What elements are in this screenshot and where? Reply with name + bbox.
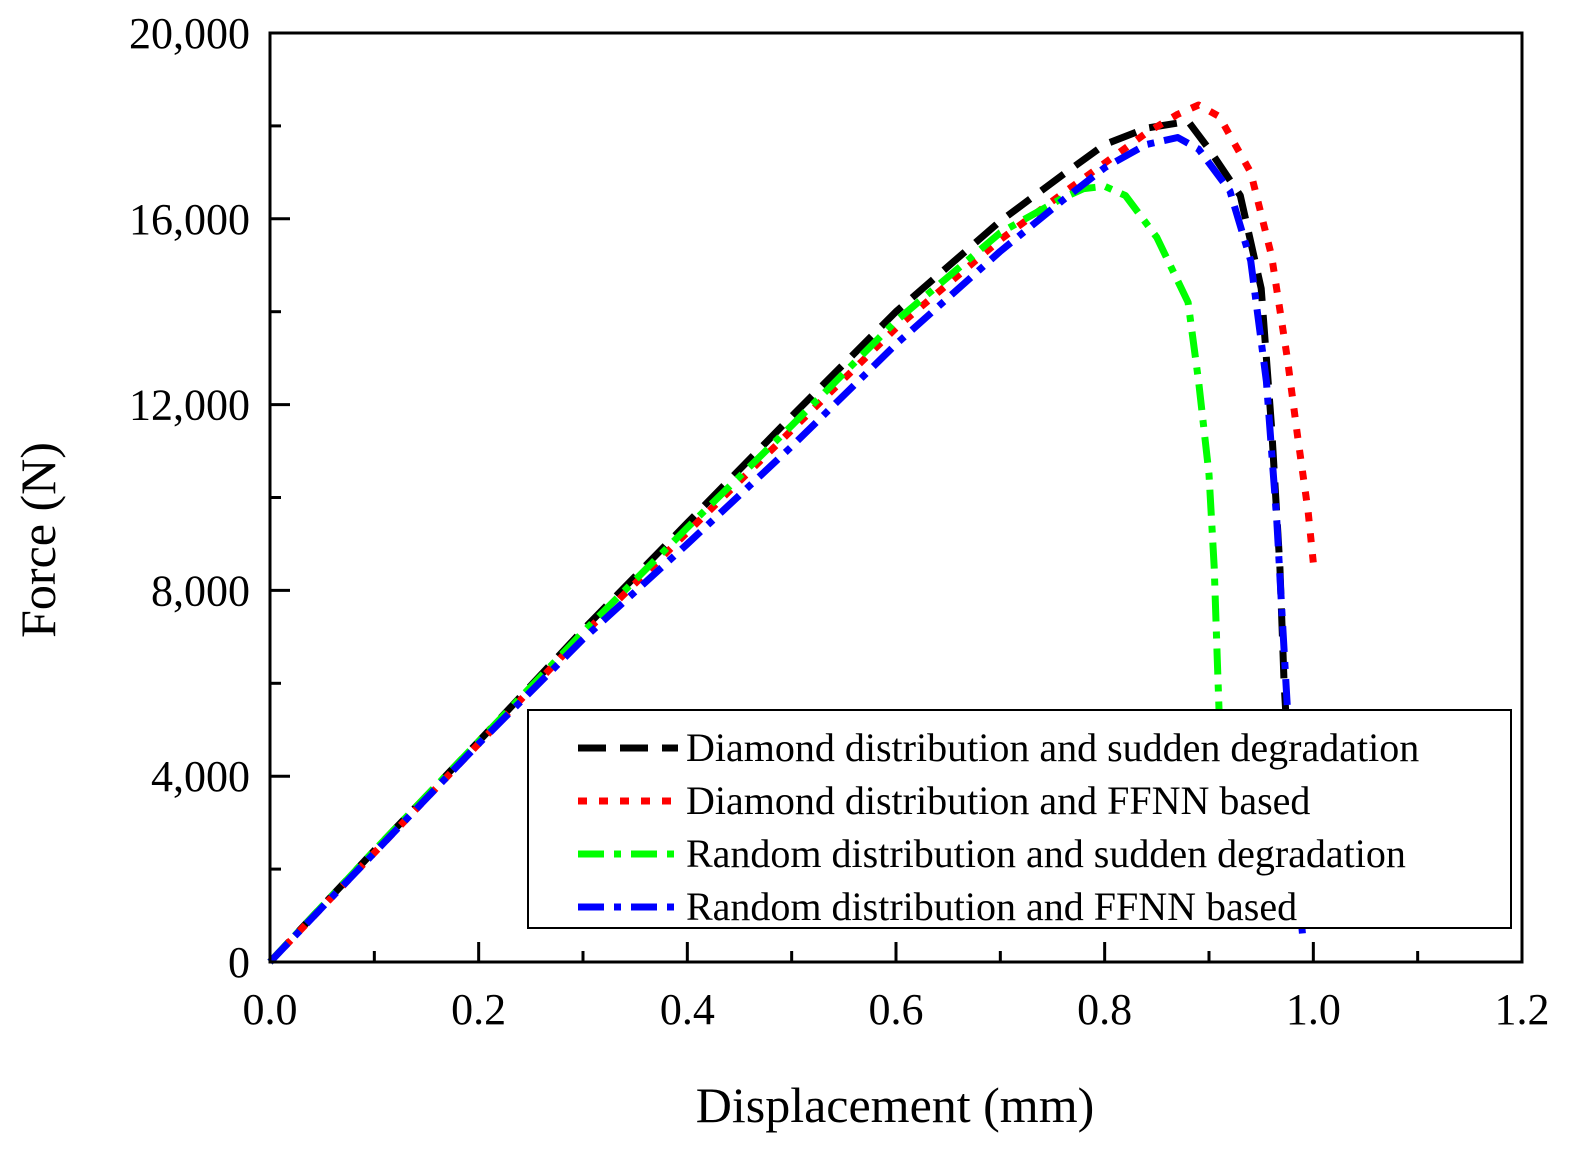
series-layer xyxy=(267,101,1317,965)
x-tick-label: 0.0 xyxy=(243,985,298,1034)
x-tick-label: 1.0 xyxy=(1286,985,1341,1034)
legend-box xyxy=(527,709,1512,929)
y-tick-label: 4,000 xyxy=(151,752,250,801)
legend-label-4: Random distribution and FFNN based xyxy=(686,884,1297,929)
x-axis-title: Displacement (mm) xyxy=(696,1077,1095,1133)
x-tick-label: 0.6 xyxy=(869,985,924,1034)
y-tick-label: 16,000 xyxy=(129,195,250,244)
series-line-3 xyxy=(267,182,1223,965)
x-tick-label: 0.8 xyxy=(1077,985,1132,1034)
y-tick-label: 0 xyxy=(228,938,250,987)
legend-label-3: Random distribution and sudden degradati… xyxy=(686,831,1406,876)
tick-layer: 0.0 0.2 0.4 0.6 0.8 1.0 1.2 0 4,000 8,000 12,000 16… xyxy=(129,9,1550,1034)
x-tick-label: 0.4 xyxy=(660,985,715,1034)
y-tick-label: 20,000 xyxy=(129,9,250,58)
y-tick-label: 12,000 xyxy=(129,381,250,430)
legend-label-1: Diamond distribution and sudden degradat… xyxy=(686,725,1419,770)
series-line-2 xyxy=(267,101,1317,965)
legend: Diamond distribution and sudden degradat… xyxy=(527,709,1512,929)
x-tick-label: 1.2 xyxy=(1495,985,1550,1034)
y-tick-label: 8,000 xyxy=(151,566,250,615)
y-axis-title: Force (N) xyxy=(10,442,66,638)
legend-label-2: Diamond distribution and FFNN based xyxy=(686,778,1310,823)
series-line-4 xyxy=(267,134,1307,965)
x-tick-label: 0.2 xyxy=(451,985,506,1034)
